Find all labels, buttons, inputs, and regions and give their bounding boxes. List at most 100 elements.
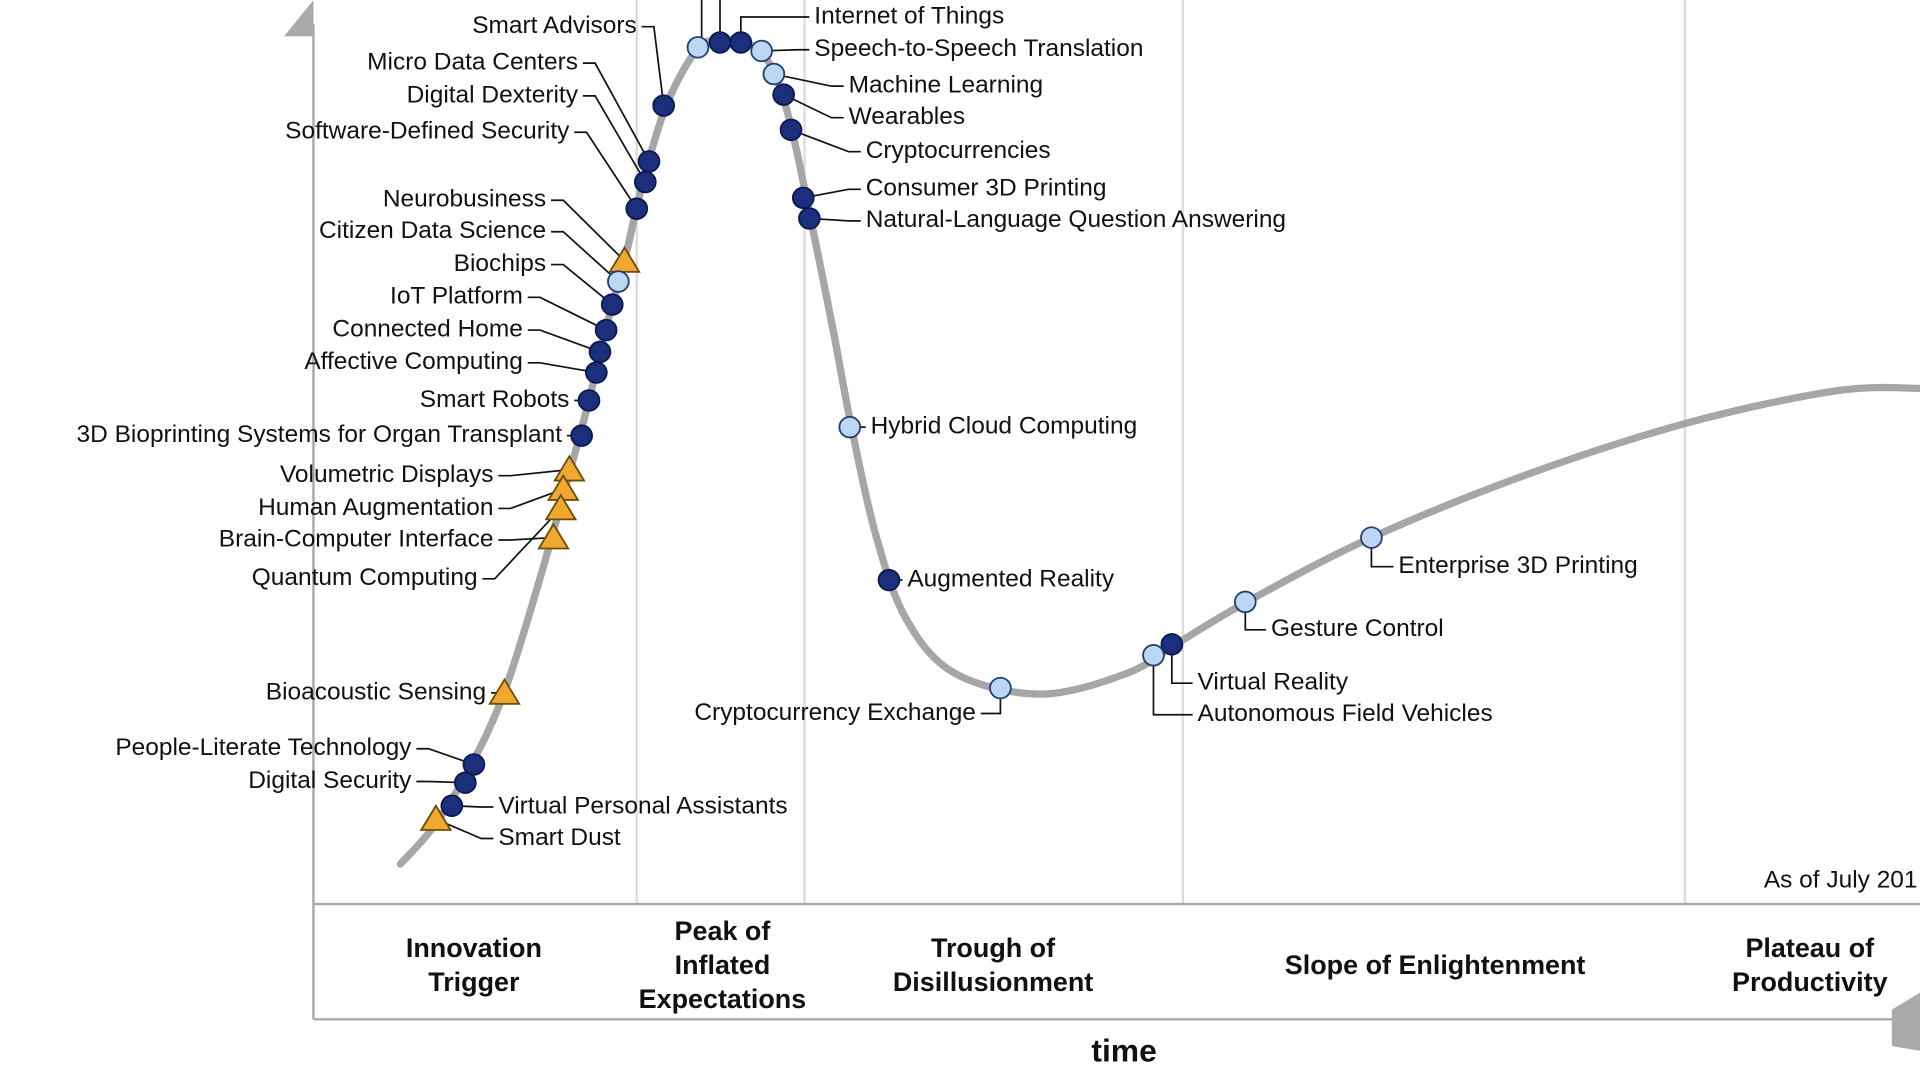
item-label: Wearables xyxy=(849,103,966,130)
marker-dark xyxy=(633,170,657,194)
marker-dark xyxy=(453,771,477,794)
leader-line xyxy=(498,468,570,477)
marker-dark xyxy=(594,318,618,342)
marker-triangle xyxy=(608,245,641,273)
item-label: Gesture Control xyxy=(1271,615,1444,642)
leader-line xyxy=(582,95,647,183)
leader-line xyxy=(551,199,626,262)
item-label: 3D Bioprinting Systems for Organ Transpl… xyxy=(77,421,563,448)
item-label: Bioacoustic Sensing xyxy=(266,678,486,705)
item-label: Consumer 3D Printing xyxy=(866,175,1107,202)
marker-light xyxy=(762,62,786,86)
item-label: Smart Robots xyxy=(420,386,570,413)
leader-line xyxy=(527,361,597,374)
item-label: Volumetric Displays xyxy=(280,461,494,488)
marker-light xyxy=(1142,644,1165,667)
item-label: Internet of Things xyxy=(814,2,1004,29)
leader-line xyxy=(435,818,494,840)
item-label: Brain-Computer Interface xyxy=(219,526,494,553)
phase-label: Inflated xyxy=(675,950,771,980)
leader-line xyxy=(498,536,554,541)
item-label: Digital Dexterity xyxy=(407,81,579,108)
marker-dark xyxy=(729,31,753,54)
phase-label: Plateau of xyxy=(1745,933,1874,963)
leader-line xyxy=(416,780,466,784)
item-label: IoT Platform xyxy=(390,283,523,310)
item-label: Smart Advisors xyxy=(472,12,637,39)
item-label: Enterprise 3D Printing xyxy=(1398,552,1637,579)
leader-line xyxy=(582,62,650,162)
item-label: Hybrid Cloud Computing xyxy=(871,413,1138,440)
marker-triangle xyxy=(537,522,570,550)
leader-line xyxy=(574,131,638,210)
item-label: Software-Defined Security xyxy=(285,118,570,145)
item-label: Augmented Reality xyxy=(907,566,1115,593)
marker-dark xyxy=(600,293,624,316)
marker-triangle xyxy=(544,493,578,521)
leader-line xyxy=(803,188,861,199)
marker-dark xyxy=(637,150,661,173)
leader-line xyxy=(416,747,475,766)
phase-label: Expectations xyxy=(639,984,807,1014)
marker-dark xyxy=(877,568,901,592)
leader-line xyxy=(527,329,601,353)
frame xyxy=(284,0,1920,1051)
item-label: Natural-Language Question Answering xyxy=(866,206,1286,233)
item-label: Micro Data Centers xyxy=(367,49,578,76)
marker-dark xyxy=(577,389,601,412)
marker-light xyxy=(750,39,773,63)
item-label: Virtual Reality xyxy=(1198,669,1349,696)
phase-label: Productivity xyxy=(1732,967,1888,997)
marker-dark xyxy=(779,118,803,142)
marker-dark xyxy=(588,340,612,364)
item-label: Digital Security xyxy=(248,767,412,794)
marker-light xyxy=(989,676,1012,700)
marker-dark xyxy=(625,197,649,220)
x-axis-arrow xyxy=(1891,992,1920,1051)
leader-line xyxy=(551,230,619,283)
leader-line xyxy=(1170,644,1193,685)
marker-light xyxy=(1360,526,1383,549)
item-label: Smart Dust xyxy=(498,824,621,851)
item-label: Autonomous Field Vehicles xyxy=(1198,700,1493,727)
leader-line xyxy=(1152,655,1193,716)
marker-dark xyxy=(440,794,464,817)
leader-line xyxy=(641,25,665,106)
marker-light xyxy=(607,270,630,293)
x-axis-label: time xyxy=(1091,1033,1156,1069)
hype-curve xyxy=(396,35,1920,868)
phase-label: Peak of xyxy=(675,916,771,946)
leader-line xyxy=(551,263,613,306)
item-label: Human Augmentation xyxy=(258,494,493,521)
as-of-note: As of July 201 xyxy=(1764,866,1918,893)
leader-line xyxy=(498,488,564,510)
phase-label: Disillusionment xyxy=(893,967,1093,997)
marker-light xyxy=(1233,590,1257,614)
item-label: Virtual Personal Assistants xyxy=(498,792,787,819)
leaders xyxy=(416,0,1394,840)
marker-triangle xyxy=(553,454,586,482)
markers xyxy=(419,31,1383,831)
marker-dark xyxy=(708,31,732,54)
leader-line xyxy=(761,48,810,52)
marker-dark xyxy=(570,424,593,447)
marker-triangle xyxy=(419,803,453,831)
marker-dark xyxy=(798,207,821,230)
marker-dark xyxy=(772,83,796,106)
phase-label: Trigger xyxy=(428,967,520,997)
marker-triangle xyxy=(488,677,521,705)
item-label: Neurobusiness xyxy=(383,186,546,213)
marker-dark xyxy=(462,753,486,776)
phase-label: Trough of xyxy=(931,933,1055,963)
item-label: Cryptocurrencies xyxy=(866,137,1051,164)
y-axis-arrow xyxy=(284,0,314,37)
phase-label: Slope of Enlightenment xyxy=(1285,950,1586,980)
item-label: Citizen Data Science xyxy=(319,217,546,244)
marker-dark xyxy=(1160,633,1184,656)
leader-line xyxy=(482,507,562,580)
item-label: Cryptocurrency Exchange xyxy=(694,699,976,726)
item-label: People-Literate Technology xyxy=(115,734,412,761)
item-label: Connected Home xyxy=(332,316,522,343)
marker-light xyxy=(686,36,710,59)
